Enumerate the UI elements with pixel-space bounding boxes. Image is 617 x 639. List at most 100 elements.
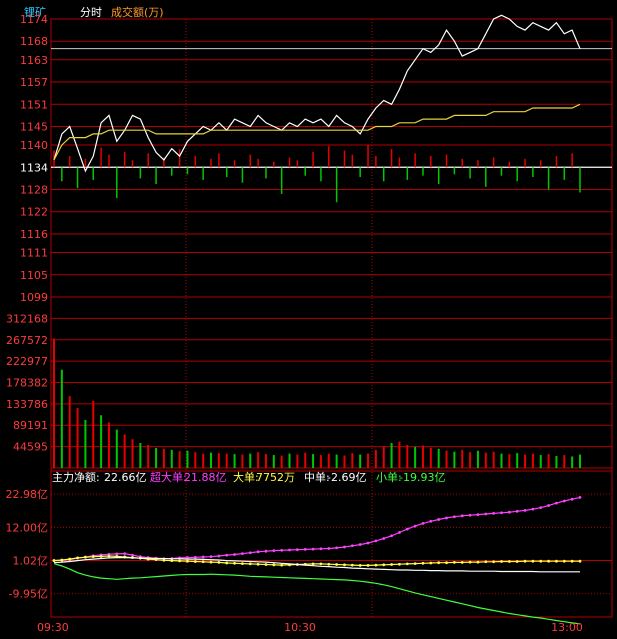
large-order-line-point	[523, 559, 527, 563]
price-tick-label: 1128	[20, 184, 48, 197]
super-large-order-line-point	[186, 556, 189, 559]
large-order-line-point	[460, 561, 464, 564]
medium-label: 中单:	[304, 471, 330, 484]
medium-order-line	[53, 556, 580, 573]
large-order-line-point	[99, 554, 103, 558]
super-large-order-line-point	[515, 509, 519, 513]
super-large-order-line-point	[492, 512, 496, 515]
large-order-line-point	[84, 555, 87, 559]
large-order-line-point	[429, 561, 433, 565]
large-order-line-point	[217, 561, 221, 564]
super-large-order-line-point	[123, 552, 127, 556]
super-large-order-line-point	[476, 513, 480, 517]
flow-tick-label: 12.00亿	[6, 521, 49, 534]
large-order-line-point	[562, 559, 566, 563]
price-tick-label: 1099	[20, 291, 48, 304]
super-large-order-line-point	[437, 518, 441, 521]
super-large-order-line-point	[445, 516, 448, 520]
main-net-label: 主力净额:	[52, 470, 100, 484]
large-order-line-point	[162, 558, 166, 562]
super-large-order-line-point	[288, 548, 291, 552]
super-large-order-line-point	[241, 552, 244, 556]
large-order-line-point	[91, 555, 95, 559]
small-label: 小单:	[376, 471, 402, 484]
super-large-order-line-point	[484, 512, 488, 516]
medium-value: -2.69亿	[327, 471, 366, 484]
large-label: 大单:	[233, 470, 259, 484]
small-value: -19.93亿	[399, 471, 445, 484]
large-order-line-point	[343, 563, 346, 567]
super-large-order-line-point	[264, 549, 268, 553]
price-tick-label: 1134	[20, 161, 48, 174]
large-order-line-point	[468, 560, 472, 564]
large-order-line-point	[193, 560, 197, 563]
super-large-order-line-point	[319, 547, 323, 551]
large-order-line-point	[335, 563, 339, 566]
large-order-line-point	[547, 559, 550, 563]
main-net-value: 22.66亿	[104, 471, 147, 484]
price-tick-label: 1145	[20, 120, 48, 133]
volume-unit-label: 成交额(万)	[111, 5, 164, 19]
flow-tick-label: 22.98亿	[6, 488, 49, 501]
large-order-line-point	[60, 558, 64, 562]
flow-tick-label: 1.02亿	[13, 555, 49, 568]
super-large-order-line-point	[429, 519, 433, 523]
super-large-order-line-point	[578, 495, 582, 499]
price-line	[53, 14, 581, 173]
super-large-order-line-point	[233, 553, 236, 556]
large-order-line-point	[390, 563, 393, 566]
time-tick-label: 10:30	[284, 621, 316, 634]
large-order-line-point	[507, 560, 511, 563]
large-order-line-point	[350, 563, 354, 567]
volume-tick-label: 133786	[6, 398, 48, 411]
super-large-order-line-point	[460, 514, 464, 518]
volume-tick-label: 44595	[13, 441, 48, 454]
large-order-line-point	[570, 559, 574, 563]
super-large-order-line-point	[413, 524, 417, 528]
price-tick-label: 1116	[20, 228, 48, 241]
super-large-order-line-point	[256, 550, 260, 554]
large-order-line-point	[248, 562, 252, 566]
large-order-line-point	[107, 554, 111, 558]
super-large-order-line-point	[523, 508, 527, 512]
large-order-line-point	[421, 561, 425, 565]
super-large-order-line-point	[280, 548, 284, 552]
price-tick-label: 1174	[20, 13, 48, 26]
super-large-order-line-point	[225, 553, 229, 557]
super-large-order-line-point	[335, 546, 339, 550]
axis-labels-layer: 1174 1168 1163 1157 1151 1145 1140 1134 1128 1122…	[6, 13, 583, 634]
large-order-line-point	[319, 562, 323, 566]
super-value: 21.88亿	[184, 471, 227, 484]
super-large-order-line-point	[382, 537, 386, 540]
super-large-order-line-point	[570, 497, 574, 501]
super-large-order-line-point	[452, 515, 456, 519]
large-order-line-point	[555, 559, 558, 563]
large-order-line-point	[531, 559, 535, 563]
super-large-order-line-point	[327, 547, 331, 550]
large-value: 7752万	[256, 471, 295, 484]
super-large-order-line-point	[193, 555, 197, 559]
large-order-line-point	[452, 561, 456, 564]
large-order-line-point	[445, 561, 448, 565]
large-order-line-point	[476, 560, 480, 564]
volume-tick-label: 89191	[13, 419, 48, 432]
large-order-line-point	[272, 563, 276, 567]
super-large-order-line-point	[547, 504, 550, 507]
volume-tick-label: 312168	[6, 312, 48, 325]
price-tick-label: 1111	[20, 247, 48, 260]
large-order-line-point	[398, 562, 401, 566]
super-large-order-line-point	[248, 551, 252, 555]
time-tick-label: 09:30	[37, 621, 69, 634]
large-order-line-point	[68, 557, 72, 561]
large-order-line-point	[374, 563, 378, 567]
large-order-line-point	[76, 556, 79, 560]
super-large-order-line-point	[131, 553, 134, 557]
large-order-line-point	[539, 559, 543, 563]
marks-layer	[52, 14, 582, 625]
super-large-order-line-point	[539, 506, 543, 510]
super-large-order-line-point	[507, 510, 511, 514]
volume-tick-label: 222977	[6, 355, 48, 368]
large-order-line-point	[311, 562, 315, 566]
super-large-order-line-point	[398, 531, 401, 534]
